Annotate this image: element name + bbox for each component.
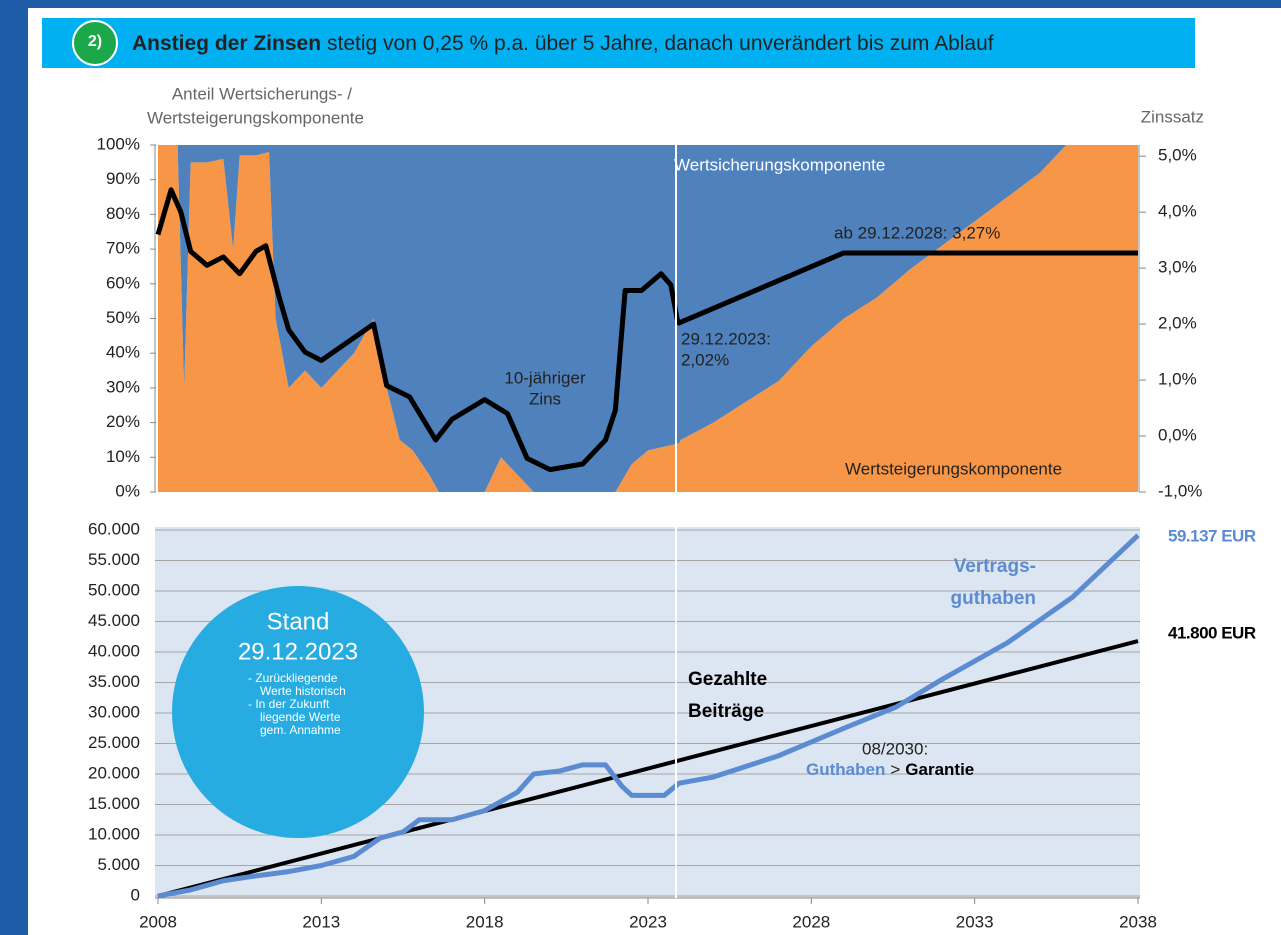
y2-tick-label: 4,0% [1158, 202, 1197, 221]
series-line [157, 533, 1140, 899]
y-tick-label: 80% [106, 204, 140, 223]
x-tick-label: 2028 [792, 912, 830, 931]
y-tick-label: 30.000 [88, 702, 140, 721]
end-label: 41.800 EUR [1168, 623, 1256, 642]
overlay: Anteil Wertsicherungs- / Wertsteigerungsk… [147, 84, 1256, 838]
bottom-chart: 0 5.000 10.000 15.000 20.000 25.000 30.000 35.0… [88, 519, 1157, 931]
y-tick-label: 5.000 [97, 855, 140, 874]
y2-tick-label: 2,0% [1158, 314, 1197, 333]
x-tick-label: 2038 [1119, 912, 1157, 931]
y2-tick-label: 1,0% [1158, 370, 1197, 389]
info-circle [172, 586, 424, 838]
annotation: 08/2030: [862, 739, 928, 758]
rate-line [155, 187, 1138, 473]
y2-tick-label: 3,0% [1158, 258, 1197, 277]
y-tick-label: 100% [97, 134, 140, 153]
series-label: 10-jähriger [504, 368, 586, 387]
banner-title-bold: Anstieg der Zinsen [132, 32, 321, 55]
banner-badge [72, 20, 118, 66]
series-label: Wertsicherungskomponente [674, 155, 885, 174]
inset-bullet: Werte historisch [260, 684, 346, 698]
series-label: guthaben [951, 588, 1037, 609]
y-tick-label: 50.000 [88, 580, 140, 599]
series-label: Zins [529, 389, 561, 408]
y-tick-label: 25.000 [88, 733, 140, 752]
y-tick-label: 40% [106, 343, 140, 362]
y-tick-label: 60% [106, 273, 140, 292]
y-tick-label: 10.000 [88, 824, 140, 843]
series-label: Gezahlte [688, 669, 767, 690]
annotation: 29.12.2023: [681, 329, 771, 348]
top-chart: 0% 10% 20% 30% 40% 50% 60% 70% 80% 90% 100% -1,0% 0,… [97, 134, 1203, 500]
annotation: Guthaben > Garantie [806, 760, 974, 779]
annotation: 2,02% [681, 350, 729, 369]
x-tick-label: 2018 [466, 912, 504, 931]
annotation-part: Garantie [905, 760, 974, 779]
y-tick-label: 90% [106, 169, 140, 188]
y-tick-label: 50% [106, 308, 140, 327]
inset-bullet: liegende Werte [260, 710, 341, 724]
end-label: 59.137 EUR [1168, 526, 1256, 545]
y2-tick-label: 5,0% [1158, 146, 1197, 165]
y-tick-label: 55.000 [88, 550, 140, 569]
banner-title: Anstieg der Zinsen stetig von 0,25 % p.a.… [132, 32, 994, 55]
y-tick-label: 40.000 [88, 641, 140, 660]
inset-bullet: - Zurückliegende [248, 671, 338, 685]
y-axis-label: Anteil Wertsicherungs- / [172, 84, 352, 103]
x-tick-label: 2013 [302, 912, 340, 931]
inset-bullet: gem. Annahme [260, 723, 341, 737]
annotation-part: Guthaben [806, 760, 885, 779]
y-tick-label: 10% [106, 447, 140, 466]
x-tick-label: 2033 [956, 912, 994, 931]
y-tick-label: 60.000 [88, 519, 140, 538]
series-line [157, 639, 1139, 898]
stacked-area [158, 145, 1138, 492]
y-tick-label: 15.000 [88, 794, 140, 813]
y-tick-label: 0% [115, 481, 140, 500]
annotation-part: > [890, 760, 900, 779]
annotation: ab 29.12.2028: 3,27% [834, 223, 1000, 242]
y-tick-label: 70% [106, 239, 140, 258]
series-label: Wertsteigerungskomponente [845, 459, 1062, 478]
y-tick-label: 30% [106, 377, 140, 396]
y-tick-label: 0 [131, 885, 140, 904]
y-tick-label: 35.000 [88, 672, 140, 691]
stacked-area [158, 145, 1138, 492]
banner [42, 18, 1195, 68]
y-tick-label: 20.000 [88, 763, 140, 782]
banner-number: 2) [88, 33, 102, 50]
y-tick-label: 45.000 [88, 611, 140, 630]
x-tick-label: 2023 [629, 912, 667, 931]
x-tick-label: 2008 [139, 912, 177, 931]
y2-tick-label: 0,0% [1158, 426, 1197, 445]
y-axis-label: Wertsteigerungskomponente [147, 108, 364, 127]
series-label: Beiträge [688, 701, 764, 722]
banner-title-rest: stetig von 0,25 % p.a. über 5 Jahre, dan… [327, 32, 994, 55]
y-tick-label: 20% [106, 412, 140, 431]
y2-tick-label: -1,0% [1158, 481, 1202, 500]
series-label: Vertrags- [954, 556, 1036, 577]
inset-title: Stand [267, 608, 330, 635]
y2-axis-label: Zinssatz [1141, 107, 1204, 126]
inset-bullet: - In der Zukunft [248, 697, 330, 711]
inset-date: 29.12.2023 [238, 638, 358, 665]
